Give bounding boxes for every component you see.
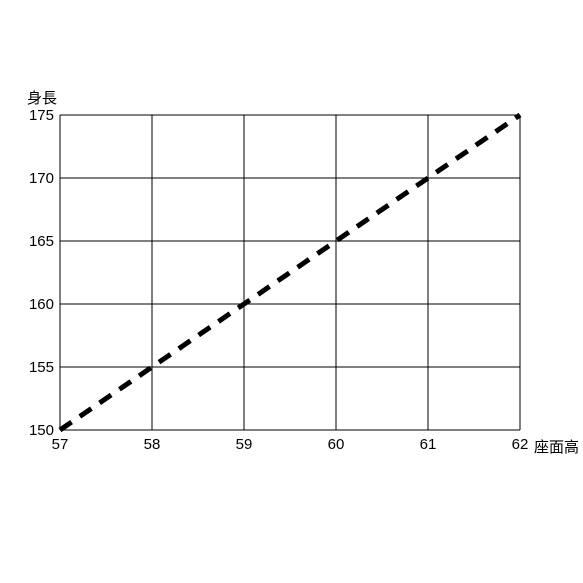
line-chart: [0, 0, 583, 583]
y-tick-label: 170: [29, 170, 54, 187]
y-axis-title: 身長: [27, 87, 57, 108]
x-tick-label: 59: [229, 436, 259, 453]
x-tick-label: 61: [413, 436, 443, 453]
x-axis-title: 座面高: [534, 436, 579, 457]
y-tick-label: 165: [29, 233, 54, 250]
y-tick-label: 155: [29, 359, 54, 376]
x-tick-label: 58: [137, 436, 167, 453]
x-tick-label: 57: [45, 436, 75, 453]
x-tick-label: 60: [321, 436, 351, 453]
x-tick-label: 62: [505, 436, 535, 453]
y-tick-label: 160: [29, 296, 54, 313]
y-tick-label: 175: [29, 107, 54, 124]
